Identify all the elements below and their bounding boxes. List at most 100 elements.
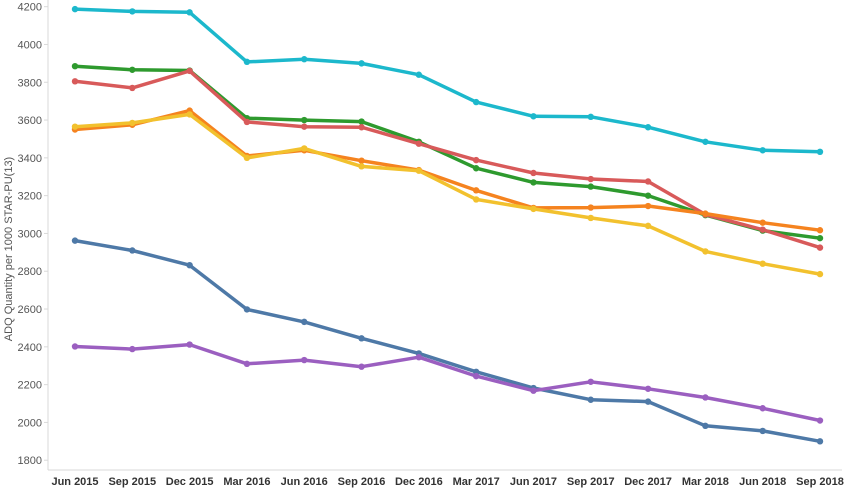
data-point	[71, 78, 79, 85]
data-point	[759, 260, 766, 267]
data-point	[644, 385, 652, 392]
data-point	[759, 219, 766, 226]
data-point	[702, 394, 709, 401]
series-line	[73, 7, 822, 154]
x-tick-label: Sep 2016	[338, 476, 386, 488]
data-point	[301, 56, 308, 63]
series-1	[71, 5, 824, 156]
y-tick-label: 3800	[18, 77, 42, 89]
series-5	[71, 111, 824, 278]
data-point	[702, 138, 709, 145]
data-point	[415, 71, 423, 78]
data-point	[186, 111, 193, 118]
data-point	[358, 163, 365, 170]
data-point	[129, 119, 136, 127]
data-point	[358, 124, 365, 131]
data-point	[71, 123, 79, 130]
data-point	[587, 204, 594, 211]
data-point	[816, 244, 824, 251]
data-point	[472, 165, 480, 172]
y-tick-label: 3000	[18, 228, 42, 240]
data-point	[301, 145, 308, 152]
x-tick-label: Jun 2018	[739, 476, 786, 488]
x-tick-label: Mar 2016	[223, 476, 270, 488]
data-point	[644, 222, 652, 230]
data-point	[243, 306, 251, 313]
data-point	[243, 58, 251, 66]
series-4	[71, 107, 824, 234]
y-tick-labels: 1800 2000 2200 2400 2600 2800 3000 3200 3400 3600…	[18, 2, 48, 467]
data-point	[186, 9, 193, 16]
data-point	[644, 178, 652, 185]
data-point	[816, 270, 824, 278]
x-tick-label: Jun 2016	[281, 476, 328, 488]
data-point	[816, 438, 824, 445]
data-point	[243, 154, 251, 162]
data-point	[186, 341, 193, 348]
series-3	[71, 67, 824, 251]
y-tick-label: 2800	[18, 266, 42, 278]
data-point	[301, 356, 308, 364]
x-tick-label: Dec 2015	[166, 476, 214, 488]
data-point	[816, 148, 824, 156]
data-point	[71, 5, 79, 13]
y-tick-label: 1800	[18, 455, 42, 467]
series-7	[71, 341, 824, 424]
x-tick-label: Dec 2016	[395, 476, 443, 488]
data-point	[530, 179, 537, 186]
y-tick-label: 2000	[18, 417, 42, 429]
data-point	[530, 205, 537, 213]
series-line	[73, 69, 822, 250]
series-line	[73, 108, 822, 232]
data-point	[129, 84, 136, 92]
x-tick-labels: Jun 2015 Sep 2015 Dec 2015 Mar 2016 Jun 2016…	[51, 476, 843, 488]
y-tick-label: 4200	[18, 2, 42, 14]
data-point	[816, 234, 824, 242]
data-point	[587, 378, 594, 385]
series-layer	[71, 5, 824, 445]
data-point	[472, 196, 480, 203]
data-point	[358, 157, 365, 164]
data-point	[759, 226, 766, 233]
data-point	[301, 123, 308, 130]
data-point	[129, 8, 136, 15]
data-point	[243, 360, 251, 368]
data-point	[587, 396, 594, 403]
data-point	[816, 417, 824, 424]
data-point	[358, 60, 365, 67]
data-point	[186, 261, 193, 269]
data-point	[358, 335, 365, 342]
data-point	[129, 66, 136, 73]
x-tick-label: Sep 2017	[567, 476, 615, 488]
data-point	[816, 227, 824, 234]
x-tick-label: Sep 2018	[796, 476, 844, 488]
data-point	[71, 237, 79, 244]
x-tick-label: Mar 2017	[453, 476, 500, 488]
data-point	[644, 202, 652, 210]
data-point	[587, 183, 594, 190]
data-point	[472, 98, 480, 106]
data-point	[186, 67, 193, 75]
data-point	[71, 343, 79, 350]
data-point	[415, 167, 423, 174]
y-tick-label: 2200	[18, 380, 42, 392]
data-point	[644, 124, 652, 131]
data-point	[472, 372, 480, 380]
y-axis-title: ADQ Quantity per 1000 STAR-PU(13)	[3, 157, 15, 341]
data-point	[759, 147, 766, 154]
data-point	[415, 140, 423, 147]
data-point	[358, 363, 365, 370]
y-tick-label: 3200	[18, 191, 42, 203]
y-tick-label: 3400	[18, 153, 42, 165]
y-tick-label: 2400	[18, 342, 42, 354]
data-point	[759, 405, 766, 412]
data-point	[702, 422, 709, 430]
data-point	[472, 156, 480, 164]
data-point	[129, 345, 136, 353]
x-tick-label: Sep 2015	[108, 476, 156, 488]
data-point	[587, 175, 594, 183]
data-point	[530, 113, 537, 120]
x-tick-label: Dec 2017	[624, 476, 672, 488]
series-line	[73, 342, 822, 423]
